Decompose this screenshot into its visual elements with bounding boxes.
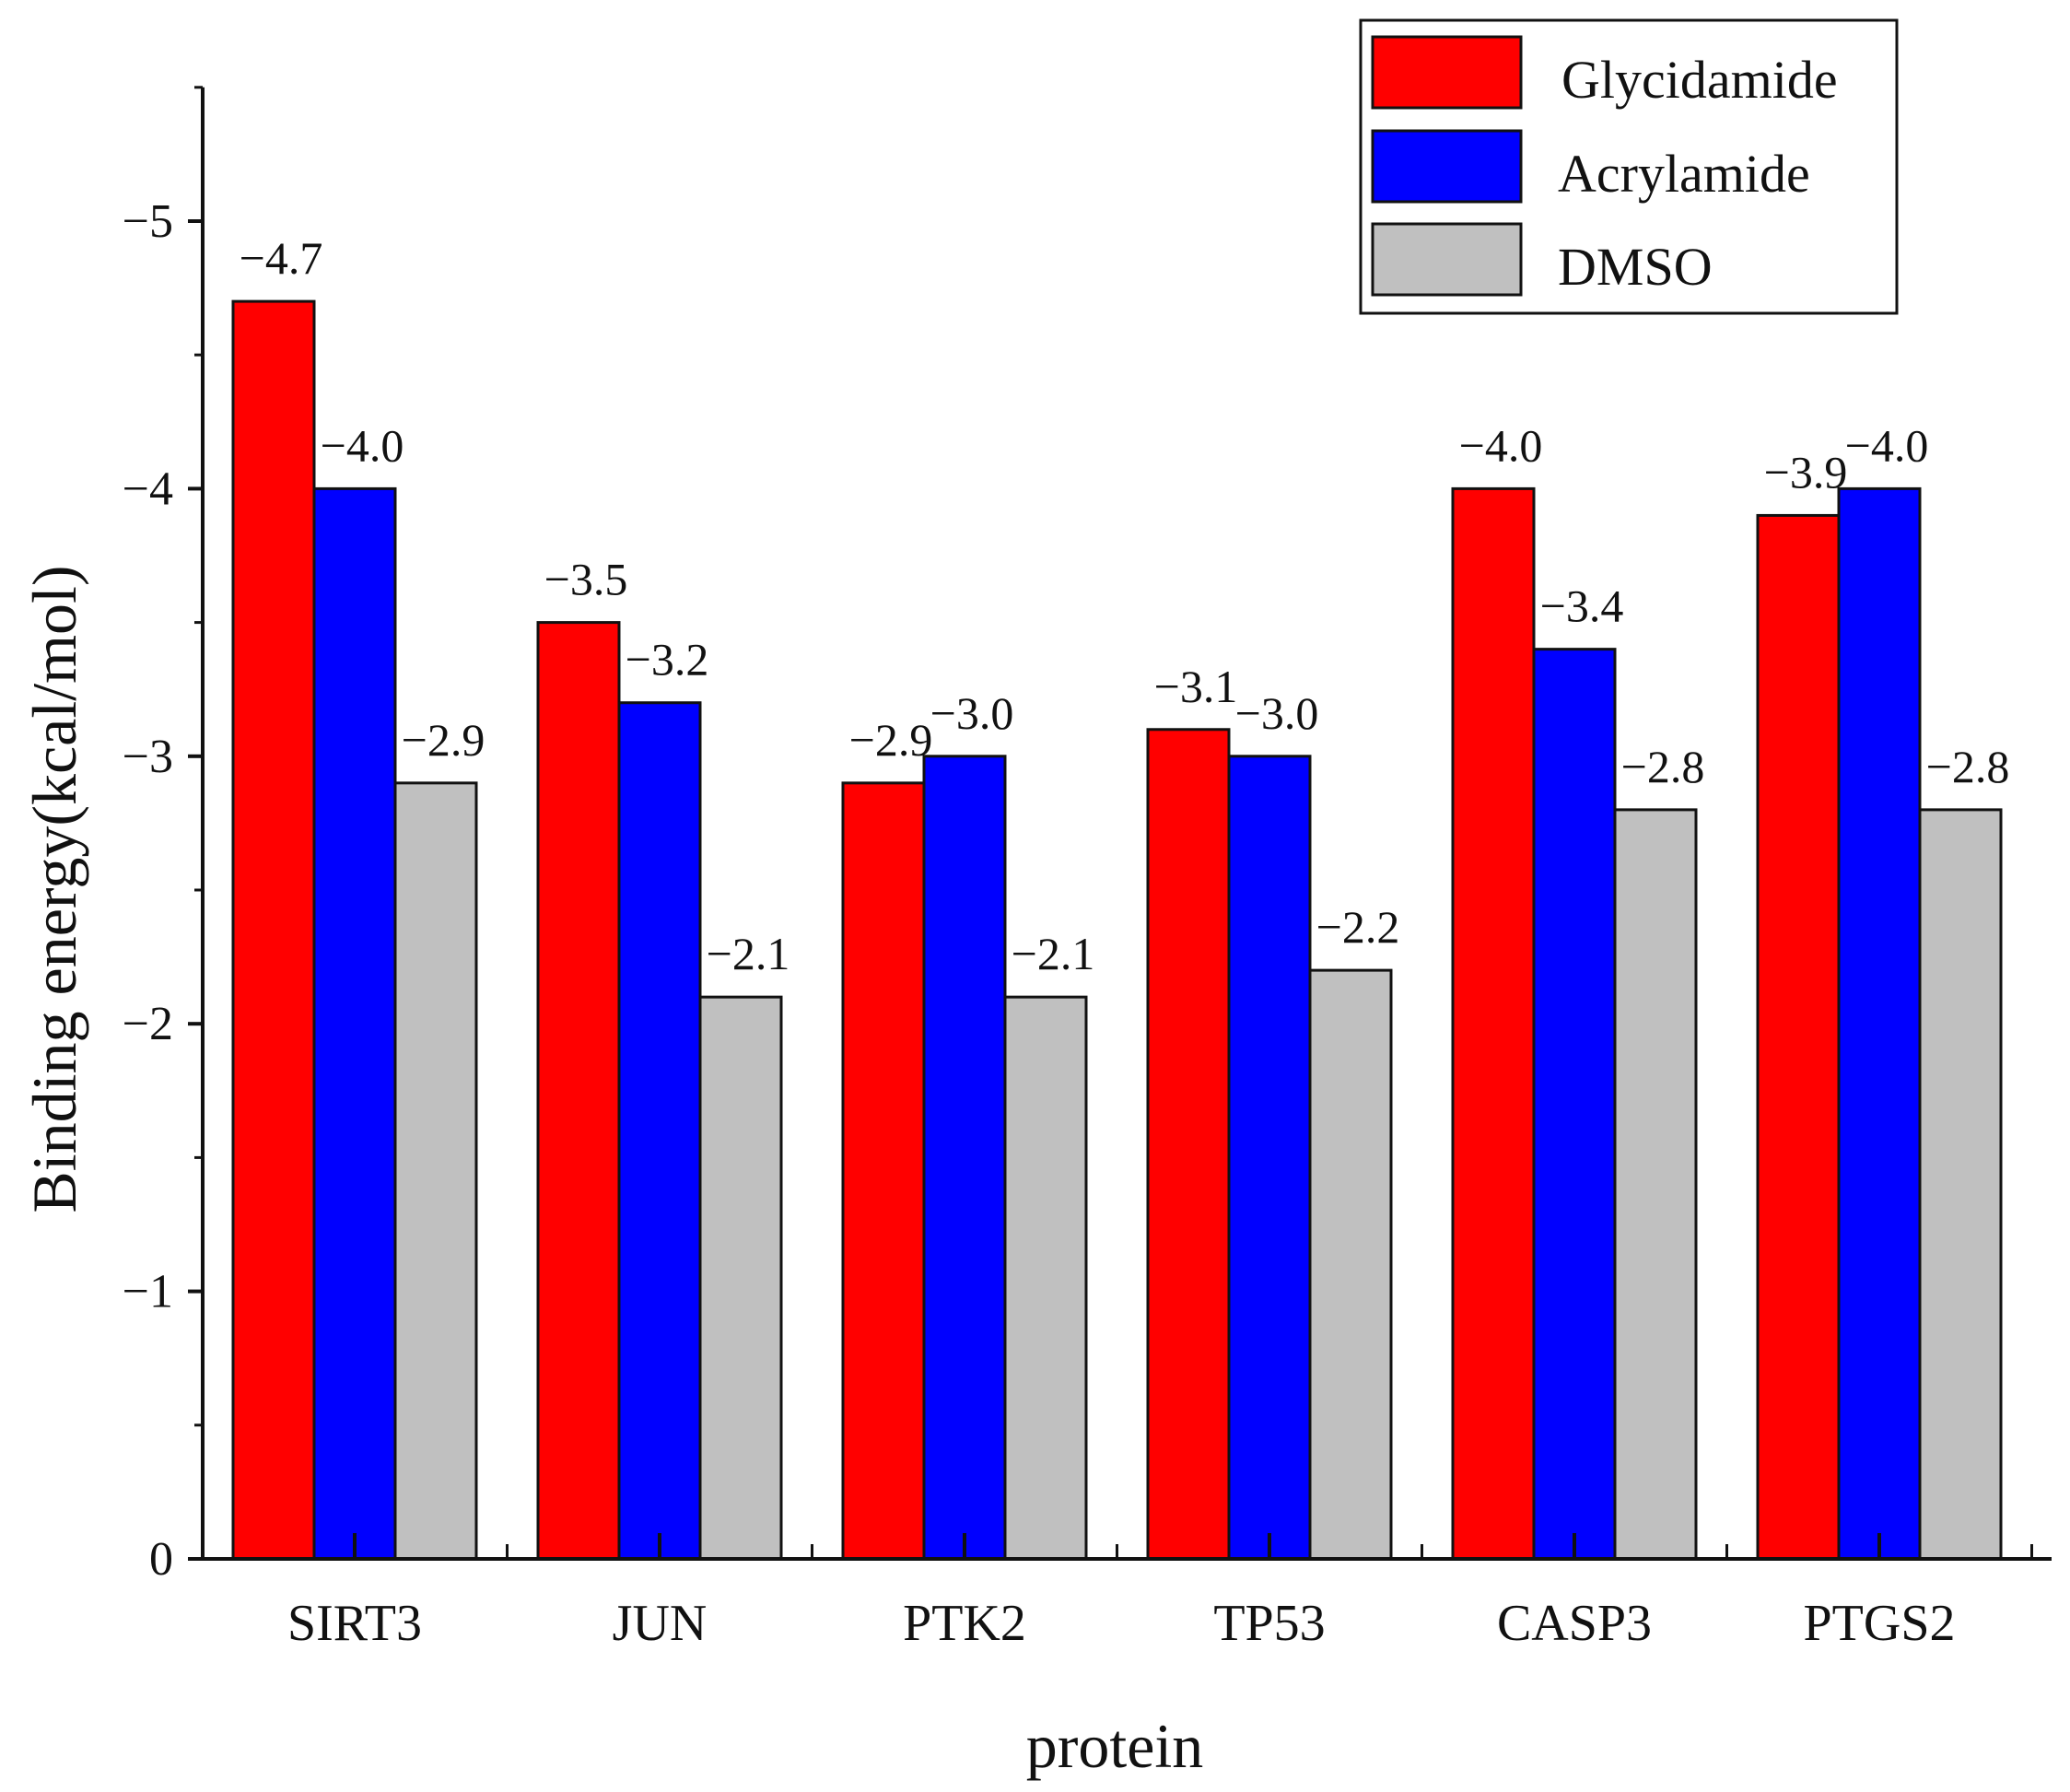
- data-label-glycidamide-ptk2: −2.9: [849, 714, 933, 766]
- bar-dmso-ptgs2: [1918, 808, 2003, 1561]
- bar-dmso-sirt3: [393, 781, 478, 1561]
- y-tick-label: −5: [123, 195, 173, 248]
- y-tick-label: −4: [123, 463, 173, 515]
- y-tick-label: −3: [123, 731, 173, 783]
- data-label-acrylamide-sirt3: −4.0: [321, 419, 404, 471]
- legend-label-glycidamide: Glycidamide: [1561, 50, 1838, 110]
- data-label-glycidamide-ptgs2: −3.9: [1764, 446, 1848, 498]
- y-tick-label: 0: [149, 1533, 173, 1586]
- data-label-glycidamide-casp3: −4.0: [1459, 419, 1543, 471]
- data-label-glycidamide-tp53: −3.1: [1154, 661, 1238, 712]
- x-tick-label-casp3: CASP3: [1497, 1595, 1652, 1652]
- bar-glycidamide-ptgs2: [1756, 513, 1841, 1561]
- legend: Glycidamide Acrylamide DMSO: [1359, 18, 1899, 315]
- data-label-dmso-ptk2: −2.1: [1012, 928, 1095, 979]
- legend-label-acrylamide: Acrylamide: [1558, 144, 1810, 204]
- bar-dmso-jun: [698, 995, 783, 1561]
- bars-layer: [231, 299, 2003, 1561]
- x-tick-label-ptk2: PTK2: [903, 1595, 1026, 1652]
- bar-glycidamide-jun: [536, 621, 621, 1561]
- x-axis-title: protein: [1026, 1711, 1204, 1781]
- data-label-acrylamide-jun: −3.2: [626, 634, 709, 685]
- data-label-acrylamide-ptk2: −3.0: [930, 687, 1014, 739]
- bar-glycidamide-ptk2: [841, 781, 926, 1561]
- bar-acrylamide-casp3: [1532, 648, 1617, 1561]
- bar-acrylamide-ptk2: [922, 755, 1007, 1561]
- x-tick-label-tp53: TP53: [1213, 1595, 1325, 1652]
- data-label-dmso-jun: −2.1: [707, 928, 790, 979]
- bar-acrylamide-jun: [617, 701, 702, 1561]
- bar-dmso-tp53: [1308, 968, 1393, 1561]
- x-tick-label-ptgs2: PTGS2: [1804, 1595, 1956, 1652]
- data-label-glycidamide-jun: −3.5: [544, 554, 628, 605]
- bar-acrylamide-ptgs2: [1837, 486, 1922, 1561]
- bar-acrylamide-sirt3: [312, 486, 397, 1561]
- legend-swatch-acrylamide: [1371, 129, 1523, 204]
- y-axis-title: Binding energy(kcal/mol): [19, 565, 89, 1212]
- bar-glycidamide-casp3: [1451, 486, 1536, 1561]
- x-tick-label-jun: JUN: [613, 1595, 708, 1652]
- legend-swatch-glycidamide: [1371, 35, 1523, 110]
- x-tick-label-sirt3: SIRT3: [287, 1595, 422, 1652]
- data-label-acrylamide-ptgs2: −4.0: [1845, 419, 1929, 471]
- bar-dmso-ptk2: [1003, 995, 1088, 1561]
- data-label-acrylamide-casp3: −3.4: [1540, 580, 1624, 632]
- y-tick-label: −1: [123, 1266, 173, 1318]
- data-label-dmso-ptgs2: −2.8: [1926, 741, 2010, 792]
- bar-acrylamide-tp53: [1227, 755, 1312, 1561]
- y-tick-label: −2: [123, 998, 173, 1050]
- legend-label-dmso: DMSO: [1558, 237, 1713, 297]
- legend-swatch-dmso: [1371, 222, 1523, 297]
- data-label-dmso-sirt3: −2.9: [402, 714, 485, 766]
- data-label-dmso-casp3: −2.8: [1621, 741, 1705, 792]
- labels-layer: −4.7−3.5−2.9−3.1−4.0−3.9−4.0−3.2−3.0 −3.0…: [240, 232, 2010, 979]
- bar-glycidamide-tp53: [1146, 728, 1231, 1561]
- axes-layer: 0 −1 −2 −3 −4 −5 SIRT3 JUN PTK2 TP53 CASP3 PTGS2: [123, 86, 2052, 1652]
- data-label-glycidamide-sirt3: −4.7: [240, 232, 323, 284]
- bar-dmso-casp3: [1613, 808, 1698, 1561]
- data-label-dmso-tp53: −2.2: [1316, 901, 1400, 953]
- bar-glycidamide-sirt3: [231, 299, 316, 1561]
- data-label-acrylamide-tp53: −3.0: [1235, 687, 1319, 739]
